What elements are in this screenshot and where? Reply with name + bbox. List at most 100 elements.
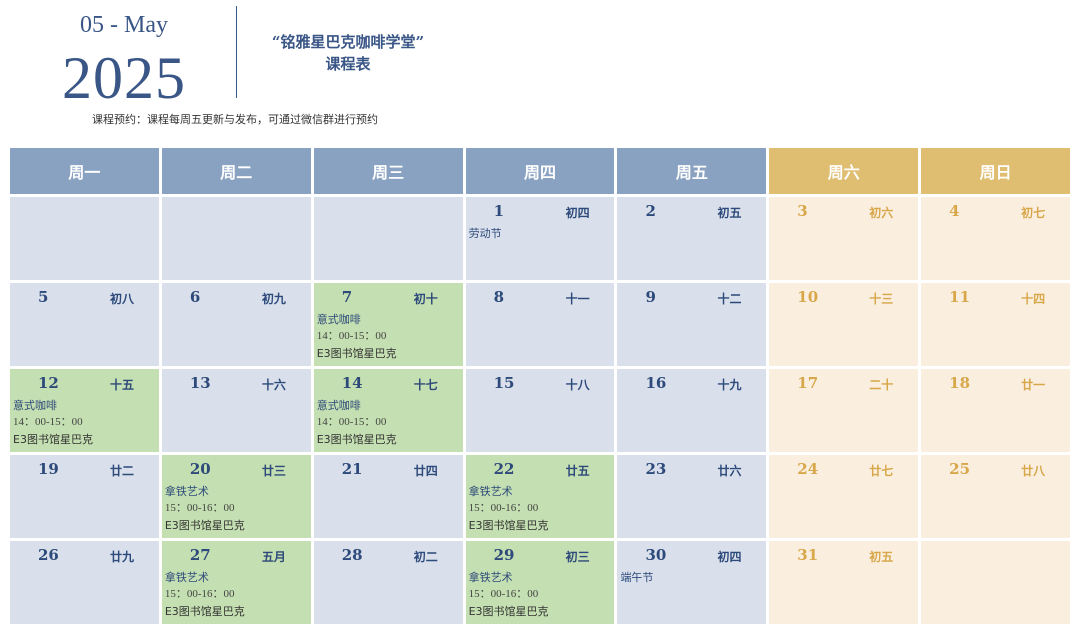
- day-cell[interactable]: 27 五月 拿铁艺术 15：00-16：00 E3图书馆星巴克: [161, 541, 311, 624]
- day-cell[interactable]: 2 初五: [617, 197, 767, 280]
- day-cell[interactable]: 11 十四: [921, 283, 1071, 366]
- day-cell[interactable]: 14 十七 意式咖啡 14：00-15：00 E3图书馆星巴克: [313, 369, 463, 452]
- day-number: 22: [493, 460, 515, 478]
- calendar-week-row: 12 十五 意式咖啡 14：00-15：00 E3图书馆星巴克 13 十六 14 十七 意式咖啡 1…: [10, 369, 1071, 452]
- day-cell[interactable]: 4 初七: [921, 197, 1071, 280]
- event-title: 拿铁艺术: [468, 571, 513, 584]
- day-number: 11: [949, 288, 971, 306]
- day-number: 4: [949, 202, 960, 220]
- calendar-week-row: 1 初四劳动节 2 初五 3 初六 4 初七: [10, 197, 1071, 280]
- day-number: 1: [493, 202, 505, 220]
- day-number: 30: [645, 546, 667, 564]
- lunar-date: 初四: [717, 550, 742, 564]
- weekday-header-sat: 周六: [769, 148, 919, 194]
- day-number: 2: [645, 202, 656, 220]
- day-cell[interactable]: 28 初二: [313, 541, 463, 624]
- event-block: 拿铁艺术 15：00-16：00 E3图书馆星巴克: [469, 483, 549, 534]
- event-block: 意式咖啡 14：00-15：00 E3图书馆星巴克: [317, 311, 397, 362]
- lunar-date: 初十: [413, 292, 438, 306]
- event-time: 14：00-15：00: [13, 416, 83, 428]
- day-cell[interactable]: 24 廿七: [769, 455, 919, 538]
- event-title: 劳动节: [468, 227, 502, 240]
- lunar-date: 廿五: [565, 464, 590, 478]
- day-cell[interactable]: 8 十一: [465, 283, 615, 366]
- event-location: E3图书馆星巴克: [164, 519, 245, 532]
- event-location: E3图书馆星巴克: [468, 519, 549, 532]
- day-cell[interactable]: 9 十二: [617, 283, 767, 366]
- day-number: 21: [341, 460, 363, 478]
- day-cell[interactable]: 15 十八: [465, 369, 615, 452]
- weekday-header-tue: 周二: [161, 148, 311, 194]
- event-block: 拿铁艺术 15：00-16：00 E3图书馆星巴克: [165, 569, 245, 620]
- day-cell[interactable]: 16 十九: [617, 369, 767, 452]
- day-number: 3: [797, 202, 808, 220]
- page-title: “铭雅星巴克咖啡学堂” 课程表: [248, 32, 448, 74]
- event-time: 14：00-15：00: [316, 416, 387, 428]
- day-cell[interactable]: 20 廿三 拿铁艺术 15：00-16：00 E3图书馆星巴克: [161, 455, 311, 538]
- day-cell[interactable]: 19 廿二: [10, 455, 159, 538]
- event-title: 意式咖啡: [316, 313, 361, 326]
- lunar-date: 十八: [565, 378, 590, 392]
- event-location: E3图书馆星巴克: [164, 605, 245, 618]
- day-number: 28: [341, 546, 363, 564]
- day-cell[interactable]: 31 初五: [769, 541, 919, 624]
- day-cell[interactable]: 5 初八: [10, 283, 159, 366]
- event-block: 意式咖啡 14：00-15：00 E3图书馆星巴克: [13, 397, 93, 448]
- day-number: 14: [341, 374, 363, 392]
- day-number: 12: [38, 374, 59, 392]
- day-cell[interactable]: 22 廿五拿铁艺术 15：00-16：00 E3图书馆星巴克: [465, 455, 615, 538]
- month-label: 05 - May: [80, 12, 168, 38]
- event-location: E3图书馆星巴克: [316, 347, 397, 360]
- weekday-header-row: 周一 周二 周三 周四 周五 周六 周日: [10, 148, 1071, 194]
- day-cell[interactable]: 3 初六: [769, 197, 919, 280]
- title-line-2: 课程表: [325, 55, 371, 73]
- event-location: E3图书馆星巴克: [13, 433, 93, 446]
- day-cell[interactable]: 7 初十意式咖啡 14：00-15：00 E3图书馆星巴克: [313, 283, 463, 366]
- empty-day-cell: [161, 197, 311, 280]
- event-time: 15：00-16：00: [164, 588, 235, 600]
- lunar-date: 廿六: [717, 464, 742, 478]
- day-number: 7: [341, 288, 353, 306]
- day-number: 10: [797, 288, 819, 306]
- day-cell[interactable]: 21 廿四: [313, 455, 463, 538]
- day-cell[interactable]: 17 二十: [769, 369, 919, 452]
- day-number: 18: [949, 374, 971, 392]
- empty-day-cell: [921, 541, 1071, 624]
- lunar-date: 廿八: [1021, 464, 1046, 478]
- day-cell[interactable]: 12 十五 意式咖啡 14：00-15：00 E3图书馆星巴克: [10, 369, 159, 452]
- empty-day-cell: [313, 197, 463, 280]
- day-cell[interactable]: 10 十三: [769, 283, 919, 366]
- day-cell[interactable]: 30 初四端午节: [617, 541, 767, 624]
- day-number: 23: [645, 460, 667, 478]
- lunar-date: 廿一: [1021, 378, 1046, 392]
- lunar-date: 十九: [717, 378, 742, 392]
- day-cell[interactable]: 6 初九: [161, 283, 311, 366]
- event-title: 端午节: [620, 571, 654, 584]
- lunar-date: 十一: [565, 292, 590, 306]
- day-number: 5: [38, 288, 49, 306]
- event-time: 14：00-15：00: [316, 330, 387, 342]
- day-cell[interactable]: 1 初四劳动节: [465, 197, 615, 280]
- lunar-date: 初八: [110, 292, 135, 306]
- header-divider: [236, 6, 237, 98]
- event-block: 拿铁艺术 15：00-16：00 E3图书馆星巴克: [165, 483, 245, 534]
- lunar-date: 初四: [565, 206, 590, 220]
- day-cell[interactable]: 13 十六: [161, 369, 311, 452]
- day-number: 6: [189, 288, 201, 306]
- day-cell[interactable]: 23 廿六: [617, 455, 767, 538]
- booking-note: 课程预约：课程每周五更新与发布，可通过微信群进行预约: [92, 113, 378, 126]
- lunar-date: 初二: [413, 550, 438, 564]
- lunar-date: 二十: [869, 378, 894, 392]
- year-label: 2025: [62, 45, 186, 111]
- lunar-date: 初六: [869, 206, 894, 220]
- day-cell[interactable]: 25 廿八: [921, 455, 1071, 538]
- lunar-date: 初九: [261, 292, 286, 306]
- day-number: 26: [38, 546, 59, 564]
- day-number: 15: [493, 374, 515, 392]
- day-cell[interactable]: 18 廿一: [921, 369, 1071, 452]
- day-cell[interactable]: 26 廿九: [10, 541, 159, 624]
- day-cell[interactable]: 29 初三 拿铁艺术 15：00-16：00 E3图书馆星巴克: [465, 541, 615, 624]
- lunar-date: 廿二: [110, 464, 135, 478]
- day-number: 13: [189, 374, 211, 392]
- weekday-header-wed: 周三: [313, 148, 463, 194]
